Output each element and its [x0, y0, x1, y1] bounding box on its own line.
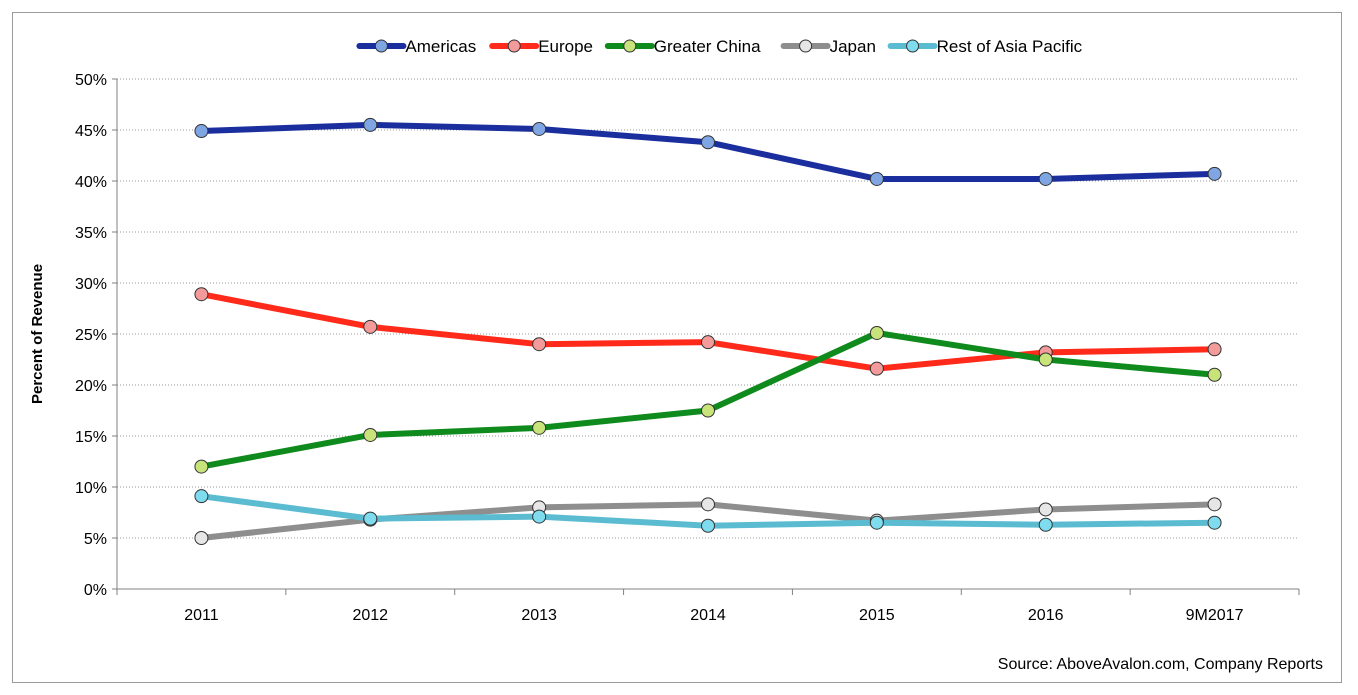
data-point — [194, 287, 209, 302]
data-point — [1207, 515, 1222, 530]
data-point — [532, 337, 547, 352]
y-tick-label: 20% — [75, 378, 107, 395]
data-point — [1207, 342, 1222, 357]
axes: 0% 5% 10% 15% 20% 25% 30% 35% 40% 45% 50% 2011 2012 2… — [75, 72, 1300, 624]
data-point — [1038, 502, 1053, 517]
data-point — [194, 124, 209, 139]
legend-label: Rest of Asia Pacific — [937, 37, 1083, 56]
x-tick-label: 2015 — [859, 607, 895, 624]
data-point — [1207, 497, 1222, 512]
legend: Americas Europe Greater China Japan Rest of … — [356, 37, 1083, 56]
x-tick-label: 2016 — [1028, 607, 1064, 624]
data-point — [701, 335, 715, 350]
data-point — [194, 531, 209, 545]
data-point — [701, 403, 715, 418]
x-tick-label: 9M2017 — [1186, 607, 1244, 624]
series-line — [198, 291, 1218, 372]
data-point — [869, 171, 884, 186]
legend-marker — [906, 39, 920, 53]
y-tick-label: 50% — [75, 72, 107, 89]
data-point — [532, 509, 547, 524]
data-point — [1207, 166, 1222, 181]
source-note: Source: AboveAvalon.com, Company Reports — [998, 656, 1323, 673]
x-tick-label: 2014 — [690, 607, 726, 624]
legend-label: Americas — [405, 37, 476, 56]
data-point — [194, 459, 209, 474]
y-axis-label: Percent of Revenue — [29, 264, 46, 404]
y-tick-label: 10% — [75, 480, 107, 497]
legend-label: Greater China — [654, 37, 761, 56]
y-tick-label: 35% — [75, 225, 107, 242]
data-point — [1038, 517, 1053, 532]
data-point — [1038, 352, 1053, 367]
y-tick-label: 5% — [84, 531, 107, 548]
data-point — [701, 135, 715, 150]
x-tick-label: 2012 — [352, 607, 388, 624]
data-point — [869, 515, 884, 530]
data-point — [701, 497, 715, 512]
data-point — [363, 319, 378, 334]
x-tick-label: 2013 — [521, 607, 557, 624]
legend-marker — [374, 39, 388, 53]
series-line — [198, 121, 1218, 182]
data-point — [532, 420, 547, 435]
legend-marker — [799, 39, 813, 53]
y-tick-label: 25% — [75, 327, 107, 344]
line-chart: 0% 5% 10% 15% 20% 25% 30% 35% 40% 45% 50% 2011 2012 2… — [29, 37, 1323, 673]
series-lines — [194, 117, 1222, 545]
gridlines — [117, 78, 1299, 539]
data-point — [701, 518, 715, 533]
chart-frame: 0% 5% 10% 15% 20% 25% 30% 35% 40% 45% 50% 2011 2012 2… — [12, 12, 1342, 683]
data-point — [532, 121, 547, 136]
y-tick-label: 15% — [75, 429, 107, 446]
data-point — [363, 427, 378, 442]
y-tick-label: 0% — [84, 582, 107, 599]
data-point — [194, 489, 209, 504]
data-point — [1207, 367, 1222, 382]
legend-label: Japan — [830, 37, 876, 56]
legend-marker — [507, 39, 521, 53]
y-tick-label: 45% — [75, 123, 107, 140]
data-point — [869, 325, 884, 340]
data-point — [363, 117, 378, 132]
data-point — [869, 361, 884, 376]
legend-marker — [623, 39, 637, 53]
y-tick-label: 30% — [75, 276, 107, 293]
y-tick-label: 40% — [75, 174, 107, 191]
data-point — [1038, 171, 1053, 186]
data-point — [363, 511, 378, 526]
legend-label: Europe — [538, 37, 593, 56]
x-tick-label: 2011 — [184, 607, 219, 624]
